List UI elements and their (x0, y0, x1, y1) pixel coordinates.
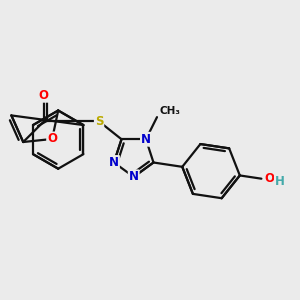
Text: O: O (47, 133, 57, 146)
Text: O: O (39, 89, 49, 102)
Text: O: O (264, 172, 274, 185)
Text: CH₃: CH₃ (159, 106, 180, 116)
Text: S: S (95, 115, 103, 128)
Text: H: H (274, 175, 284, 188)
Text: N: N (141, 133, 151, 146)
Text: N: N (109, 156, 119, 169)
Text: N: N (129, 170, 139, 183)
